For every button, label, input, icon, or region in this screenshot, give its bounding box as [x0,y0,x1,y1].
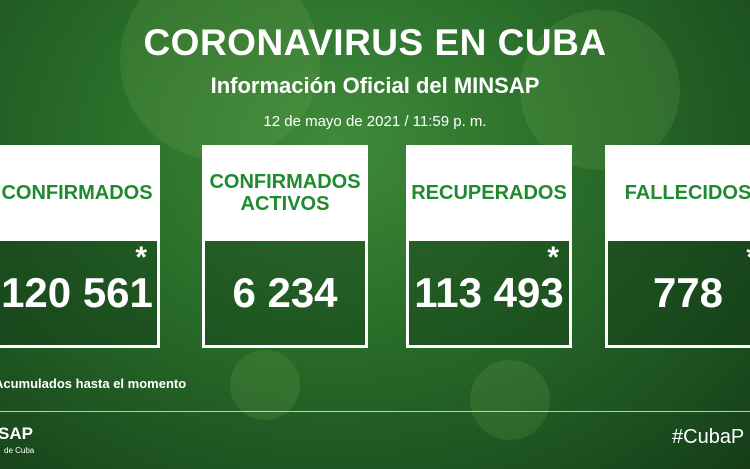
stat-card: RECUPERADOS 113 493 * [406,145,572,348]
stat-card: FALLECIDOS 778 * [605,145,750,348]
stat-card: CONFIRMADOS ACTIVOS 6 234 [202,145,368,348]
footnote: Acumulados hasta el momento [0,376,187,391]
logo: SAP [0,424,33,443]
card-asterisk: * [135,241,147,274]
card-value: 113 493 [414,269,564,316]
logo-subtitle: de Cuba [4,446,35,455]
card-value: 6 234 [232,269,338,316]
background-virus [470,360,550,440]
background-virus [520,10,680,170]
card-label: CONFIRMADOS ACTIVOS [202,145,368,241]
card-value-box: 6 234 [202,241,368,348]
card-value-box: 120 561 * [0,241,160,348]
card-value-box: 113 493 * [406,241,572,348]
divider [0,411,750,412]
stat-card: CONFIRMADOS 120 561 * [0,145,160,348]
card-label: CONFIRMADOS [0,145,160,241]
card-value-box: 778 * [605,241,750,348]
date: 12 de mayo de 2021 / 11:59 p. m. [263,113,487,130]
card-asterisk: * [547,241,559,274]
hashtag: #CubaP [672,426,745,448]
background-virus [230,350,300,420]
card-value: 120 561 [1,269,153,316]
title: CORONAVIRUS EN CUBA [143,22,607,63]
card-asterisk: * [746,243,750,273]
card-label: RECUPERADOS [406,145,572,241]
card-label: FALLECIDOS [605,145,750,241]
card-value: 778 [652,269,724,316]
subtitle: Información Oficial del MINSAP [210,73,540,98]
background-virus [120,0,320,160]
